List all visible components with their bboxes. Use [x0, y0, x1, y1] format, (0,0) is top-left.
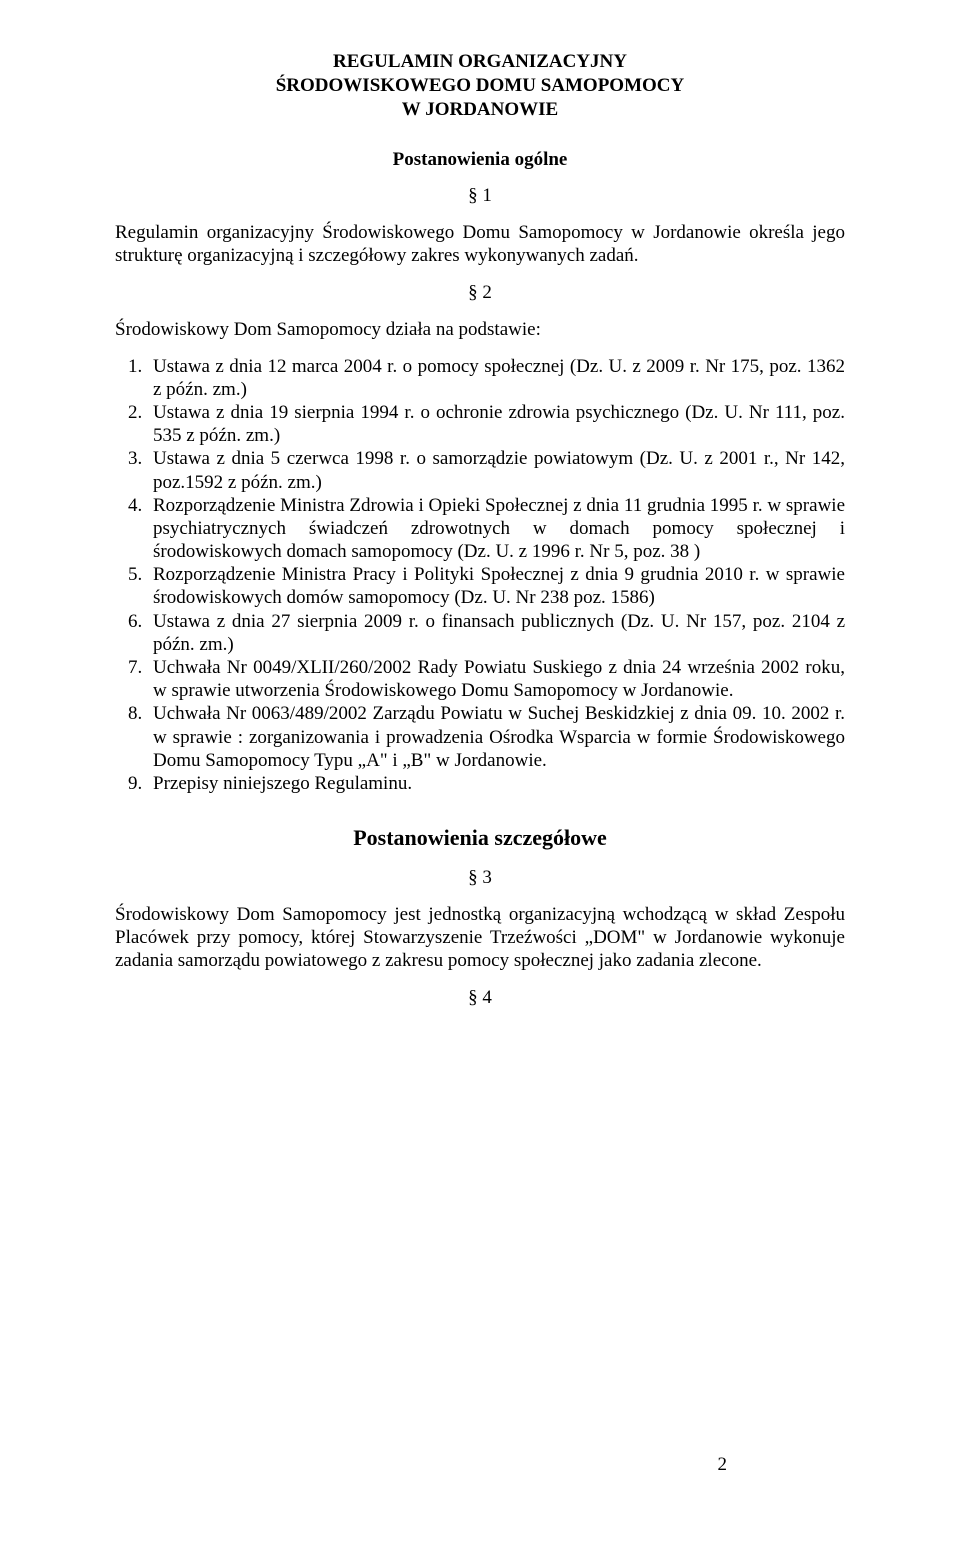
- legal-basis-list: Ustawa z dnia 12 marca 2004 r. o pomocy …: [115, 355, 845, 795]
- list-item: Uchwała Nr 0049/XLII/260/2002 Rady Powia…: [147, 656, 845, 702]
- paragraph-1: Regulamin organizacyjny Środowiskowego D…: [115, 221, 845, 267]
- list-item: Ustawa z dnia 19 sierpnia 1994 r. o ochr…: [147, 401, 845, 447]
- paragraph-3: Środowiskowy Dom Samopomocy jest jednost…: [115, 903, 845, 973]
- section-marker-3: § 3: [115, 867, 845, 889]
- list-item: Rozporządzenie Ministra Zdrowia i Opieki…: [147, 494, 845, 564]
- list-item: Ustawa z dnia 5 czerwca 1998 r. o samorz…: [147, 447, 845, 493]
- document-title: REGULAMIN ORGANIZACYJNY ŚRODOWISKOWEGO D…: [115, 50, 845, 121]
- section-marker-4: § 4: [115, 987, 845, 1009]
- list-item: Rozporządzenie Ministra Pracy i Polityki…: [147, 563, 845, 609]
- paragraph-2-intro: Środowiskowy Dom Samopomocy działa na po…: [115, 318, 845, 341]
- heading-detailed-provisions: Postanowienia szczegółowe: [115, 825, 845, 851]
- section-marker-2: § 2: [115, 282, 845, 304]
- heading-general-provisions: Postanowienia ogólne: [115, 149, 845, 171]
- page-number: 2: [718, 1454, 728, 1476]
- list-item: Przepisy niniejszego Regulaminu.: [147, 772, 845, 795]
- list-item: Ustawa z dnia 27 sierpnia 2009 r. o fina…: [147, 610, 845, 656]
- title-line-2: ŚRODOWISKOWEGO DOMU SAMOPOMOCY: [115, 74, 845, 98]
- list-item: Uchwała Nr 0063/489/2002 Zarządu Powiatu…: [147, 702, 845, 772]
- list-item: Ustawa z dnia 12 marca 2004 r. o pomocy …: [147, 355, 845, 401]
- section-marker-1: § 1: [115, 185, 845, 207]
- title-line-1: REGULAMIN ORGANIZACYJNY: [115, 50, 845, 74]
- document-page: REGULAMIN ORGANIZACYJNY ŚRODOWISKOWEGO D…: [115, 50, 845, 1502]
- title-line-3: W JORDANOWIE: [115, 98, 845, 122]
